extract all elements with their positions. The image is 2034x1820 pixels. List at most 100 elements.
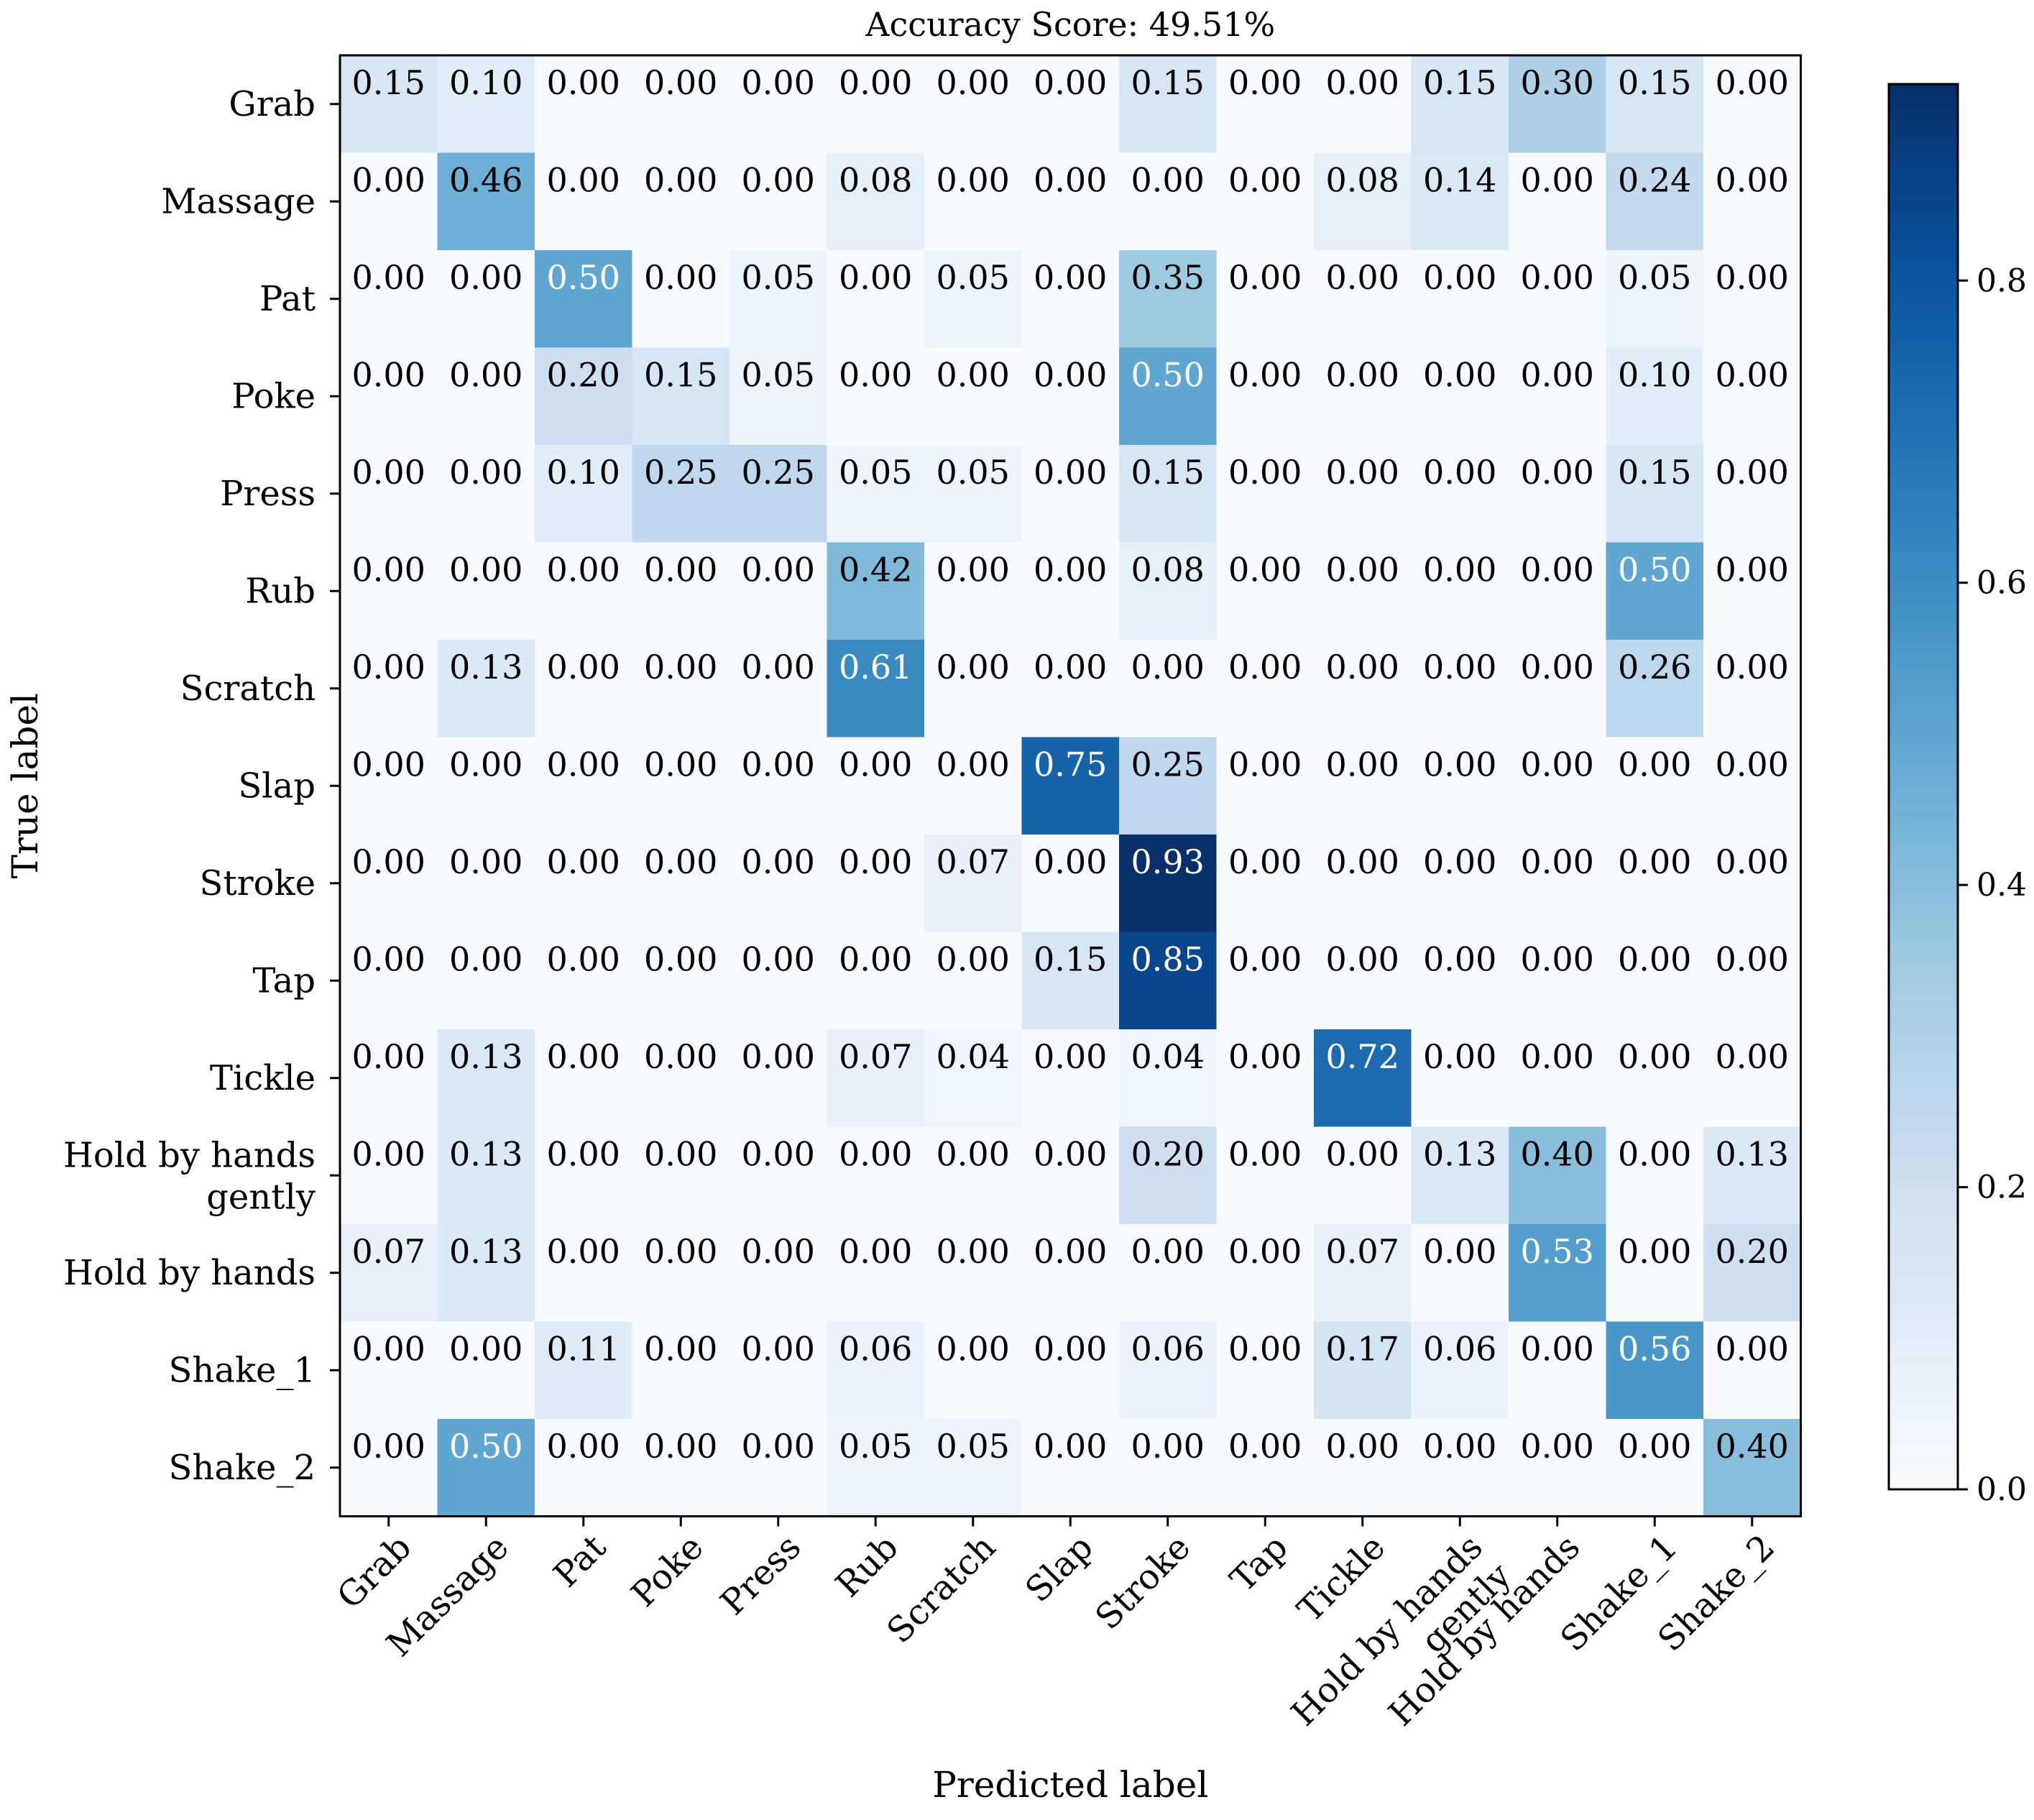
cell-value-label: 0.93 xyxy=(1131,842,1205,881)
cell-value-label: 0.85 xyxy=(1131,940,1205,979)
cell-value-label: 0.00 xyxy=(1618,1037,1691,1076)
heatmap-cell xyxy=(1411,640,1509,738)
cell-value-label: 0.00 xyxy=(644,1037,717,1076)
heatmap-cell xyxy=(535,1321,633,1420)
cell-value-label: 0.00 xyxy=(547,1232,620,1271)
heatmap-cell xyxy=(827,1224,925,1323)
cell-value-label: 0.05 xyxy=(742,356,815,395)
heatmap-cell xyxy=(535,542,633,640)
heatmap-cell xyxy=(1216,1126,1315,1225)
cell-value-label: 0.35 xyxy=(1131,258,1205,297)
cell-value-label: 0.00 xyxy=(449,453,523,492)
cell-value-label: 0.24 xyxy=(1618,161,1691,200)
heatmap-cell xyxy=(1703,55,1802,154)
y-tick-label: Slap xyxy=(238,766,316,806)
heatmap-cell xyxy=(632,640,730,738)
x-tick-label: Scratch xyxy=(879,1527,1003,1651)
cell-value-label: 0.00 xyxy=(449,1330,523,1369)
cell-value-label: 0.00 xyxy=(1423,258,1496,297)
heatmap-cell xyxy=(924,250,1023,349)
cell-value-label: 0.00 xyxy=(1228,842,1302,881)
heatmap-cell xyxy=(1703,640,1802,738)
cell-value-label: 0.00 xyxy=(742,1427,815,1466)
cell-value-label: 0.00 xyxy=(644,1427,717,1466)
cell-value-label: 0.05 xyxy=(839,1427,912,1466)
cell-value-label: 0.00 xyxy=(449,356,523,395)
cell-value-label: 0.00 xyxy=(352,1037,425,1076)
heatmap-cell xyxy=(827,640,925,738)
heatmap-cell xyxy=(924,152,1023,251)
cell-value-label: 0.11 xyxy=(547,1330,620,1369)
cell-value-label: 0.00 xyxy=(1716,745,1789,784)
heatmap-cell xyxy=(730,932,828,1030)
heatmap-cell xyxy=(730,542,828,640)
heatmap-cell xyxy=(1703,152,1802,251)
cell-value-label: 0.00 xyxy=(1423,551,1496,589)
cell-value-label: 0.00 xyxy=(1228,551,1302,589)
cell-value-label: 0.00 xyxy=(547,940,620,979)
colorbar-tick-label: 0.8 xyxy=(1977,262,2027,299)
x-tick-label: Press xyxy=(713,1527,809,1623)
heatmap-cell xyxy=(1703,835,1802,933)
heatmap-cell xyxy=(924,1029,1023,1128)
cell-value-label: 0.50 xyxy=(449,1427,523,1466)
heatmap-cell xyxy=(340,1419,438,1517)
cell-value-label: 0.00 xyxy=(937,1232,1010,1271)
cell-value-label: 0.26 xyxy=(1618,648,1691,686)
heatmap-cell xyxy=(1021,347,1120,446)
cell-value-label: 0.53 xyxy=(1521,1232,1594,1271)
cell-value-label: 0.40 xyxy=(1716,1427,1789,1466)
cell-value-label: 0.00 xyxy=(1034,551,1107,589)
cell-value-label: 0.00 xyxy=(644,161,717,200)
cell-value-label: 0.00 xyxy=(352,745,425,784)
y-tick-label: Stroke xyxy=(199,863,316,904)
heatmap-cell xyxy=(1216,835,1315,933)
cell-value-label: 0.20 xyxy=(1131,1135,1205,1174)
heatmap-cell xyxy=(437,1224,535,1323)
cell-value-label: 0.07 xyxy=(352,1232,425,1271)
heatmap-cell xyxy=(1509,1029,1607,1128)
y-tick-label: Grab xyxy=(229,84,316,124)
cell-value-label: 0.00 xyxy=(1716,258,1789,297)
heatmap-cell xyxy=(1216,1419,1315,1517)
cell-value-label: 0.08 xyxy=(1326,161,1399,200)
cell-value-label: 0.00 xyxy=(352,940,425,979)
heatmap-cell xyxy=(1703,1419,1802,1517)
cell-value-label: 0.00 xyxy=(1034,258,1107,297)
heatmap-cell xyxy=(632,542,730,640)
cell-value-label: 0.00 xyxy=(449,940,523,979)
heatmap-cell xyxy=(1509,640,1607,738)
cell-value-label: 0.00 xyxy=(742,940,815,979)
cell-value-label: 0.00 xyxy=(742,1330,815,1369)
cell-value-label: 0.42 xyxy=(839,551,912,589)
heatmap-cell xyxy=(340,542,438,640)
cell-value-label: 0.15 xyxy=(1423,63,1496,102)
heatmap-cell xyxy=(1606,835,1704,933)
cell-value-label: 0.00 xyxy=(1326,551,1399,589)
cell-value-label: 0.00 xyxy=(1716,842,1789,881)
cell-value-label: 0.00 xyxy=(1034,356,1107,395)
cell-value-label: 0.00 xyxy=(1618,1232,1691,1271)
heatmap-cell xyxy=(437,347,535,446)
cell-value-label: 0.00 xyxy=(1716,453,1789,492)
heatmap-cell xyxy=(1411,1419,1509,1517)
y-axis-ticks: Grab Massage Pat Poke Press Rub Scratch Slap Str… xyxy=(63,84,340,1488)
cell-value-label: 0.08 xyxy=(839,161,912,200)
cell-value-label: 0.05 xyxy=(1618,258,1691,297)
cell-value-label: 0.00 xyxy=(1521,1330,1594,1369)
cell-value-label: 0.00 xyxy=(1228,453,1302,492)
heatmap-cell xyxy=(1216,250,1315,349)
cell-value-label: 0.00 xyxy=(1228,1330,1302,1369)
heatmap-cell xyxy=(827,932,925,1030)
heatmap-cell xyxy=(1606,347,1704,446)
heatmap-cell xyxy=(1119,1224,1218,1323)
heatmap-cell xyxy=(924,1419,1023,1517)
cell-value-label: 0.00 xyxy=(839,258,912,297)
cell-value-label: 0.00 xyxy=(742,1232,815,1271)
heatmap-cell xyxy=(1216,1321,1315,1420)
cell-value-label: 0.00 xyxy=(1228,1135,1302,1174)
cell-value-label: 0.00 xyxy=(547,161,620,200)
cell-value-label: 0.72 xyxy=(1326,1037,1399,1076)
cell-value-label: 0.00 xyxy=(1034,63,1107,102)
